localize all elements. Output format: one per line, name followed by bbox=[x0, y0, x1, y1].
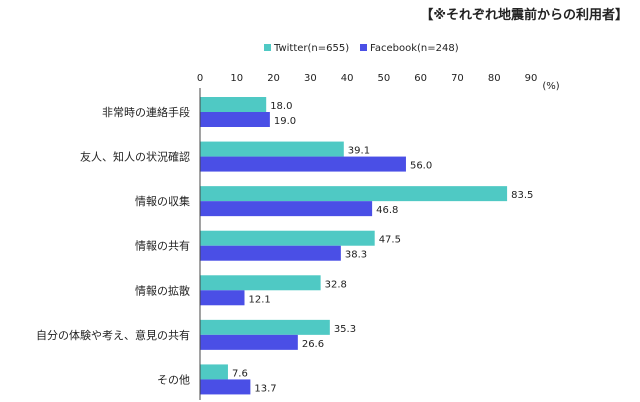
bar-facebook bbox=[200, 156, 406, 172]
category-label: 非常時の連絡手段 bbox=[102, 105, 190, 119]
data-label: 32.8 bbox=[325, 279, 347, 290]
bar-facebook bbox=[200, 112, 270, 127]
bar-twitter bbox=[200, 141, 344, 157]
category-label: 自分の体験や考え、意見の共有 bbox=[36, 328, 190, 342]
category-label: 友人、知人の状況確認 bbox=[80, 150, 190, 164]
x-tick-label: 30 bbox=[304, 73, 317, 84]
legend-swatch-1 bbox=[264, 44, 271, 51]
bar-facebook bbox=[200, 379, 251, 395]
x-tick-label: 60 bbox=[414, 73, 427, 84]
category-label: 情報の拡散 bbox=[135, 283, 190, 297]
bar-facebook bbox=[200, 334, 298, 350]
data-label: 26.6 bbox=[302, 339, 324, 350]
legend-swatch-2 bbox=[360, 44, 367, 51]
chart-title: 【※それぞれ地震前からの利用者】 bbox=[420, 8, 628, 23]
bar-twitter bbox=[200, 364, 228, 380]
data-label: 47.5 bbox=[379, 235, 401, 246]
x-tick-label: 50 bbox=[378, 73, 391, 84]
category-label: 情報の収集 bbox=[135, 194, 190, 208]
data-label: 35.3 bbox=[334, 324, 356, 335]
x-tick-label: 40 bbox=[341, 73, 354, 84]
data-label: 18.0 bbox=[270, 101, 292, 112]
bar-twitter bbox=[200, 186, 508, 202]
data-label: 38.3 bbox=[345, 250, 367, 261]
data-label: 13.7 bbox=[254, 383, 276, 394]
data-label: 83.5 bbox=[511, 190, 533, 201]
data-label: 12.1 bbox=[249, 294, 271, 305]
x-tick-label: 80 bbox=[488, 73, 501, 84]
bar-twitter bbox=[200, 319, 330, 335]
legend-label-1: Twitter(n=655) bbox=[273, 43, 349, 54]
x-tick-label: 10 bbox=[230, 73, 243, 84]
x-tick-label: 20 bbox=[267, 73, 280, 84]
data-label: 19.0 bbox=[274, 116, 296, 127]
x-tick-label: 90 bbox=[525, 73, 538, 84]
data-label: 7.6 bbox=[232, 368, 248, 379]
x-tick-label: 0 bbox=[197, 73, 203, 84]
axis-unit-label: (%) bbox=[542, 81, 559, 92]
bar-twitter bbox=[200, 230, 375, 246]
bar-facebook bbox=[200, 201, 373, 217]
data-label: 39.1 bbox=[348, 146, 370, 157]
data-label: 46.8 bbox=[376, 205, 398, 216]
bar-facebook bbox=[200, 290, 245, 306]
bar-facebook bbox=[200, 245, 341, 261]
bar-twitter bbox=[200, 275, 321, 291]
x-tick-label: 70 bbox=[451, 73, 464, 84]
bar-twitter bbox=[200, 97, 267, 112]
category-label: 情報の共有 bbox=[135, 239, 190, 253]
category-label: その他 bbox=[157, 373, 190, 386]
legend-label-2: Facebook(n=248) bbox=[370, 43, 459, 54]
data-label: 56.0 bbox=[410, 161, 432, 172]
